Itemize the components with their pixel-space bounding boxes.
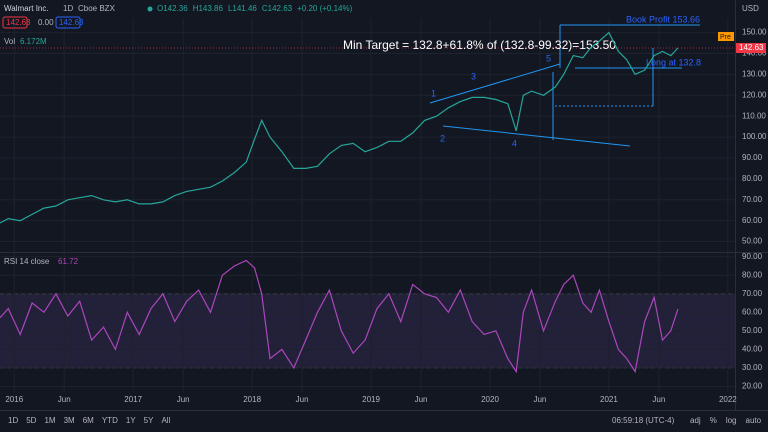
rsi-value: 61.72: [58, 257, 79, 266]
x-tick-label: Jun: [58, 395, 71, 404]
x-tick-label: Jun: [533, 395, 546, 404]
y-tick-label: 130.00: [742, 70, 767, 79]
y-tick-label: 120.00: [742, 90, 767, 99]
drawings: Min Target = 132.8+61.8% of (132.8-99.32…: [0, 14, 735, 148]
trend-line: [442, 125, 631, 147]
axis-option[interactable]: auto: [746, 416, 762, 425]
y-tick-label: 70.00: [742, 289, 763, 298]
y-tick-label: 150.00: [742, 28, 767, 37]
x-tick-label: 2021: [600, 395, 618, 404]
x-tick-label: Jun: [296, 395, 309, 404]
y-tick-label: 60.00: [742, 216, 763, 225]
clock: 06:59:18 (UTC-4): [612, 416, 675, 425]
ohlc-value: L141.46: [228, 4, 257, 13]
price-line: [0, 31, 679, 224]
x-tick-label: 2018: [243, 395, 261, 404]
market-status: [147, 6, 153, 12]
interval[interactable]: 1D: [63, 4, 73, 13]
ohlc-value: +0.20 (+0.14%): [297, 4, 352, 13]
range-button[interactable]: 6M: [83, 416, 94, 425]
y-tick-label: 90.00: [742, 153, 763, 162]
y-tick-label: 40.00: [742, 344, 763, 353]
x-tick-label: Jun: [415, 395, 428, 404]
range-button[interactable]: 5D: [26, 416, 36, 425]
bid-box[interactable]: [2, 16, 28, 29]
ohlc-value: H143.86: [193, 4, 224, 13]
price-pane: [0, 18, 735, 252]
rsi-line: [0, 259, 679, 374]
range-button[interactable]: YTD: [102, 416, 118, 425]
x-tick-label: Jun: [177, 395, 190, 404]
range-button[interactable]: 1M: [44, 416, 55, 425]
range-button[interactable]: 3M: [64, 416, 75, 425]
wave-label: 3: [471, 71, 476, 81]
long-label: Long at 132.8: [646, 57, 701, 67]
ohlc-value: C142.63: [262, 4, 293, 13]
range-button[interactable]: 1Y: [126, 416, 136, 425]
ask: 142.63: [59, 18, 84, 27]
x-tick-label: 2022: [719, 395, 737, 404]
range-button[interactable]: 1D: [8, 416, 18, 425]
y-tick-label: 30.00: [742, 363, 763, 372]
x-tick-label: 2019: [362, 395, 380, 404]
wave-label: 2: [440, 133, 445, 143]
y-tick-label: 80.00: [742, 270, 763, 279]
y-tick-label: 50.00: [742, 237, 763, 246]
axis-option[interactable]: adj: [690, 416, 701, 425]
ohlc-value: O142.36: [157, 4, 188, 13]
x-tick-label: 2016: [5, 395, 23, 404]
y-tick-label: 60.00: [742, 307, 763, 316]
range-button[interactable]: 5Y: [144, 416, 154, 425]
ask-box[interactable]: [55, 16, 81, 29]
x-tick-label: Jun: [652, 395, 665, 404]
pre-tag: [718, 32, 734, 41]
y-tick-label: 90.00: [742, 252, 763, 261]
x-tick-label: 2020: [481, 395, 499, 404]
y-tick-label: 110.00: [742, 111, 766, 120]
volume-value: 6.172M: [20, 37, 47, 46]
trend-line: [429, 63, 561, 104]
target-annotation: Min Target = 132.8+61.8% of (132.8-99.32…: [343, 38, 616, 52]
last-price-tag: [736, 43, 766, 54]
wave-label: 4: [512, 138, 517, 148]
rsi-pane: [0, 253, 735, 392]
spread: 0.00: [38, 18, 54, 27]
y-tick-label: 20.00: [742, 382, 763, 391]
y-tick-label: 70.00: [742, 195, 763, 204]
exchange: Cboe BZX: [78, 4, 116, 13]
range-button[interactable]: All: [161, 416, 170, 425]
pre-label: Pre: [720, 34, 731, 41]
header: Walmart Inc. 1D Cboe BZX 142.63 0.00 142…: [2, 4, 759, 266]
book-profit-label: Book Profit 153.66: [626, 14, 700, 24]
y-tick-label: 100.00: [742, 132, 767, 141]
toolbar: 1D 5D 1M 3M 6M YTD 1Y 5Y All 06:59:18 (UTC-4) adj%…: [8, 416, 762, 425]
currency[interactable]: USD: [742, 4, 759, 13]
volume-label: Vol: [4, 37, 15, 46]
bid: 142.63: [6, 18, 31, 27]
last-price-label: 142.63: [739, 43, 764, 52]
y-tick-label: 80.00: [742, 174, 763, 183]
rsi-title: RSI 14 close: [4, 257, 50, 266]
wave-label: 5: [546, 53, 551, 63]
y-tick-label: 50.00: [742, 326, 763, 335]
wave-label: 1: [431, 88, 436, 98]
axis-option[interactable]: %: [710, 416, 717, 425]
y-tick-label: 140.00: [742, 49, 767, 58]
symbol[interactable]: Walmart Inc.: [4, 4, 49, 13]
x-tick-label: 2017: [124, 395, 142, 404]
axis-option[interactable]: log: [726, 416, 737, 425]
